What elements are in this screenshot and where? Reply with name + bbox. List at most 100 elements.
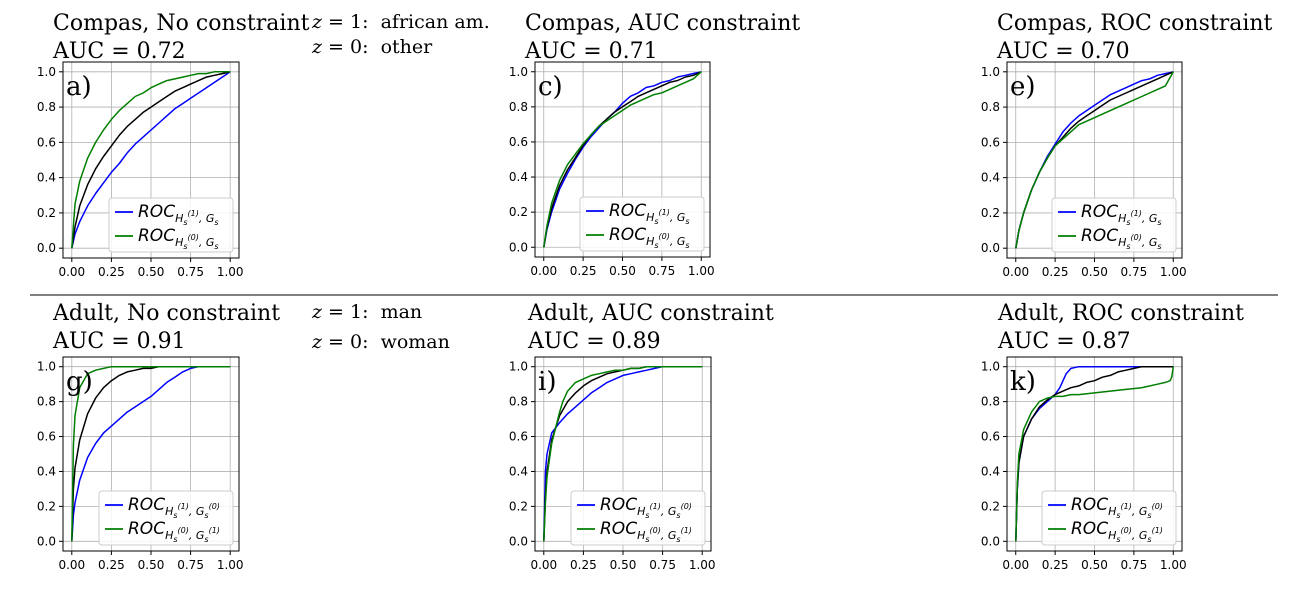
series-group (71, 365, 231, 542)
y-tick-label: 0.2 (509, 499, 528, 513)
chart-panel: Adult, ROC constraint AUC = 0.87 0.00 0.25 0… (981, 301, 1244, 572)
x-tick-label: 0.25 (98, 265, 125, 279)
legend-tail-sub: s (214, 218, 218, 227)
y-tick-label: 0.4 (37, 464, 56, 478)
y-tick-label: 0.0 (509, 534, 528, 548)
chart-title: Compas, No constraint (53, 11, 310, 36)
y-tick-label: 0.6 (509, 135, 528, 149)
y-tick-label: 1.0 (37, 65, 56, 79)
legend-sub-s: s (1126, 218, 1130, 227)
legend-sup: (0) (178, 526, 189, 535)
x-tick-label: 1.00 (689, 558, 716, 572)
legend-box (98, 490, 234, 546)
legend-sub-s: s (654, 217, 658, 226)
z-legend-bottom: z = 1: man z = 0: woman (311, 301, 450, 353)
legend-sub: H (1108, 529, 1116, 542)
panel-label: a) (66, 72, 92, 102)
legend-sup: (1) (1131, 209, 1142, 218)
auc-value: AUC = 0.87 (997, 329, 1131, 354)
z-legend-text: = 1: african am. (322, 11, 490, 33)
legend: ROCHs(1), Gs(0)ROCHs(0), Gs(1) (98, 490, 234, 546)
legend-base: ROC (600, 519, 637, 539)
y-tick-label: 0.6 (37, 135, 56, 149)
legend-sup: (1) (650, 502, 661, 511)
legend-sub: H (1108, 505, 1116, 518)
chart-title: Compas, ROC constraint (997, 11, 1273, 36)
roc-curve-blue (71, 365, 231, 542)
x-tick-label: 0.75 (649, 558, 676, 572)
legend-tail-sub: s (685, 217, 689, 226)
roc-curve-black (71, 71, 231, 249)
series-group (543, 71, 702, 248)
z-variable: z (311, 11, 323, 33)
legend-tail: , G (670, 211, 686, 224)
legend-sup: (1) (188, 209, 199, 218)
y-tick-label: 0.8 (37, 100, 56, 114)
y-tick-label: 0.4 (509, 170, 528, 184)
series-group (71, 71, 231, 249)
legend-base: ROC (609, 201, 646, 221)
legend-sub-s: s (645, 511, 649, 520)
z-legend-top: z = 1: african am. z = 0: other (311, 11, 490, 58)
legend-sup: (0) (1121, 526, 1132, 535)
x-tick-label: 0.50 (138, 265, 165, 279)
y-tick-label: 0.4 (981, 171, 1000, 185)
legend-base: ROC (1081, 202, 1118, 222)
legend-sup: (1) (178, 502, 189, 511)
y-tick-label: 0.2 (37, 499, 56, 513)
legend-tail-sub: s (1157, 218, 1161, 227)
y-tick-label: 0.8 (509, 100, 528, 114)
legend-tail: , G (189, 529, 205, 542)
x-tick-label: 0.50 (610, 558, 637, 572)
legend-base: ROC (600, 495, 637, 515)
legend-entry: ROCHs(1), Gs (609, 201, 690, 226)
z-variable: z (311, 331, 323, 353)
x-tick-label: 1.00 (1160, 265, 1187, 279)
x-tick-label: 0.00 (58, 558, 85, 572)
panel-label: i) (538, 367, 556, 397)
roc-curve-green (71, 71, 231, 249)
chart-panel: Compas, ROC constraint AUC = 0.70 0.00 0.25… (981, 11, 1273, 279)
chart-title: Adult, No constraint (52, 301, 280, 326)
z-legend-text: = 1: man (322, 301, 422, 323)
x-tick-label: 1.00 (1160, 558, 1187, 572)
y-tick-label: 0.0 (37, 534, 56, 548)
y-tick-label: 1.0 (981, 65, 1000, 79)
legend-sub: H (165, 505, 173, 518)
y-tick-label: 1.0 (509, 65, 528, 79)
legend-sup: (1) (659, 208, 670, 217)
legend-tail-sup: (1) (209, 526, 220, 535)
z-legend-line: z = 0: other (311, 36, 433, 58)
legend-base: ROC (138, 202, 175, 222)
x-tick-label: 0.25 (1042, 265, 1069, 279)
auc-value: AUC = 0.91 (52, 329, 186, 354)
series-group (1015, 365, 1175, 542)
x-tick-label: 0.00 (530, 264, 557, 278)
chart-panel: Adult, AUC constraint AUC = 0.89 0.00 0.25 0… (509, 301, 774, 572)
legend-base: ROC (1071, 495, 1108, 515)
roc-curve-black (543, 71, 702, 248)
legend-entry: ROCHs(1), Gs(0) (1071, 495, 1163, 520)
x-tick-label: 1.00 (688, 264, 715, 278)
legend-entry: ROCHs(0), Gs (609, 225, 690, 250)
y-tick-label: 0.6 (509, 430, 528, 444)
y-tick-label: 0.8 (37, 395, 56, 409)
roc-curve-green (1015, 366, 1175, 542)
legend-box (570, 490, 706, 546)
legend-tail-sub: s (204, 511, 208, 520)
chart-title: Compas, AUC constraint (525, 11, 800, 36)
legend-sub-s: s (654, 241, 658, 250)
legend-tail: , G (199, 236, 215, 249)
x-tick-label: 0.00 (58, 265, 85, 279)
legend-tail: , G (1142, 236, 1158, 249)
x-tick-label: 0.75 (649, 264, 676, 278)
y-tick-label: 0.2 (509, 205, 528, 219)
legend-base: ROC (609, 225, 646, 245)
x-tick-label: 0.25 (570, 264, 597, 278)
y-tick-label: 0.2 (981, 206, 1000, 220)
x-tick-label: 0.75 (1121, 265, 1148, 279)
roc-curve-green (543, 71, 702, 248)
x-tick-label: 0.50 (138, 558, 165, 572)
legend-entry: ROCHs(0), Gs (1081, 226, 1162, 251)
roc-curve-blue (71, 71, 231, 249)
